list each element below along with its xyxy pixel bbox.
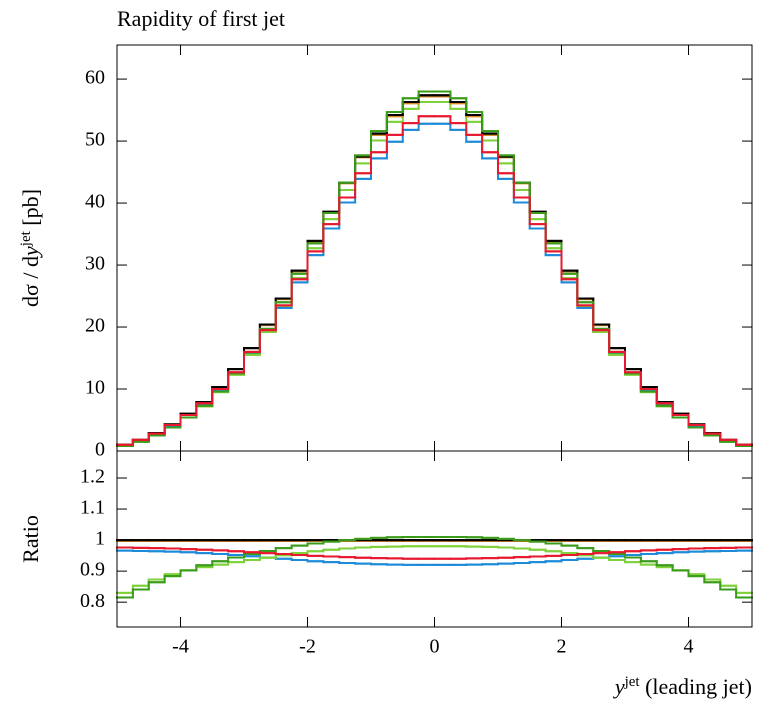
x-tick-label: 4 [684,636,694,658]
y-tick-label: 1.2 [80,466,105,488]
y-tick-label: 1 [95,528,105,550]
x-axis-label-part: jet [624,674,641,690]
y-tick-label: 0 [95,439,105,461]
y-axis-label-part: Ratio [18,515,43,563]
x-tick-label: 0 [430,636,440,658]
plot-frame [116,450,753,628]
chart-title: Rapidity of first jet [117,6,285,31]
y-tick-label: 50 [85,129,105,151]
y-tick-label: 30 [85,253,105,275]
y-axis-label-part: dσ / d [18,256,43,307]
y-tick-label: 1.1 [80,497,105,519]
y-axis-label-part: [pb] [18,189,43,231]
y-axis-label: dσ / dyjet [pb] [18,189,43,307]
y-axis-label-part: y [18,246,43,258]
y-axis-label-part: jet [18,230,34,247]
x-tick-label: -4 [172,636,189,658]
step-connector [117,115,752,446]
y-tick-label: 0.9 [80,559,105,581]
x-tick-label: -2 [299,636,316,658]
x-axis-label: yjet (leading jet) [613,674,752,699]
y-tick-label: 10 [85,377,105,399]
x-axis-label-part: (leading jet) [640,674,752,699]
y-tick-label: 0.8 [80,590,105,612]
y-axis-label: Ratio [18,515,43,563]
x-tick-label: 2 [557,636,567,658]
x-axis-label-part: y [613,674,625,699]
y-tick-label: 40 [85,191,105,213]
y-tick-label: 60 [85,67,105,89]
y-tick-label: 20 [85,315,105,337]
